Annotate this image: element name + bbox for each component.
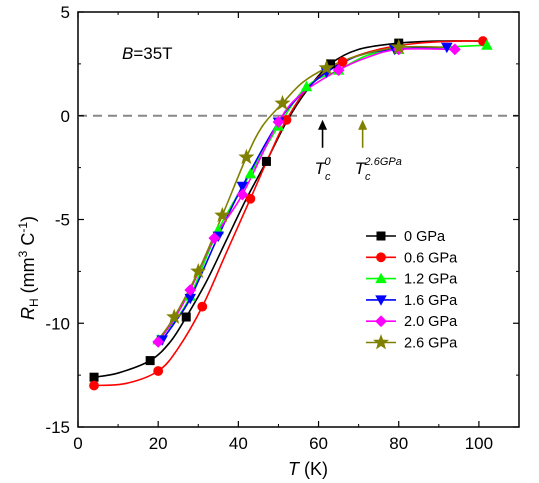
point-2-6-gpa xyxy=(390,38,407,55)
point-2-0-gpa xyxy=(272,116,285,128)
point-2-6-gpa xyxy=(166,308,183,324)
fit-curves xyxy=(93,40,487,387)
x-tick-label: 100 xyxy=(465,434,493,453)
y-tick-label: 0 xyxy=(61,107,70,126)
point-1-2-gpa xyxy=(244,167,257,179)
legend-marker xyxy=(375,315,387,328)
legend-marker xyxy=(376,231,386,241)
y-tick-label: -15 xyxy=(45,418,70,437)
legend: 0 GPa 0.6 GPa 1.2 GPa 1.6 GPa 2.0 GPa 2.6 GPa xyxy=(366,229,458,352)
point-1-6-gpa xyxy=(236,181,249,193)
series-line-0-gpa xyxy=(93,40,479,378)
point-2-6-gpa xyxy=(274,94,291,111)
point-0-6-gpa xyxy=(153,366,164,376)
field-annotation: B=35T xyxy=(122,44,173,63)
point-2-0-gpa xyxy=(448,43,461,56)
axis-ticks: 0 20 40 60 80 100 -15 -10 -5 0 5 xyxy=(45,3,519,453)
series-line-0-6-gpa xyxy=(93,40,483,387)
x-axis-label: T (K) xyxy=(288,459,328,479)
legend-label: 0 GPa xyxy=(404,229,446,245)
x-tick-label: 20 xyxy=(149,434,168,453)
x-tick-label: 60 xyxy=(309,434,328,453)
point-0-gpa xyxy=(181,312,191,322)
x-tick-label: 40 xyxy=(229,434,248,453)
tc-label: Tc0 xyxy=(315,156,332,183)
arrow-head xyxy=(358,119,368,130)
point-2-6-gpa xyxy=(190,262,207,279)
point-0-6-gpa xyxy=(337,56,348,67)
point-2-0-gpa xyxy=(152,336,165,348)
plot-frame xyxy=(77,11,520,428)
point-1-6-gpa xyxy=(441,42,453,54)
tc-arrow-0: Tc0 xyxy=(315,119,332,183)
legend-marker xyxy=(376,252,386,263)
arrow-head xyxy=(318,119,328,130)
point-0-6-gpa xyxy=(281,115,292,125)
legend-marker xyxy=(375,295,387,306)
point-2-6-gpa xyxy=(214,206,231,223)
y-axis-label: RH (mm3 C-1) xyxy=(16,216,41,320)
point-0-6-gpa xyxy=(89,380,99,391)
legend-marker xyxy=(372,334,390,350)
legend-item-2-0-gpa: 2.0 GPa xyxy=(366,314,458,330)
legend-item-0-gpa: 0 GPa xyxy=(366,229,446,245)
point-1-2-gpa xyxy=(481,39,493,50)
point-0-6-gpa xyxy=(197,301,208,312)
tc-arrows: Tc0 Tc2.6GPa xyxy=(315,119,402,183)
y-tick-label: 5 xyxy=(61,3,70,22)
point-2-0-gpa xyxy=(184,284,197,296)
data-markers xyxy=(89,36,493,391)
legend-item-1-2-gpa: 1.2 GPa xyxy=(366,272,458,288)
plot-area-border xyxy=(77,11,520,428)
legend-item-0-6-gpa: 0.6 GPa xyxy=(366,250,458,266)
legend-item-1-6-gpa: 1.6 GPa xyxy=(366,293,458,309)
point-0-gpa xyxy=(89,372,99,382)
legend-label: 1.2 GPa xyxy=(404,272,458,288)
y-tick-label: -5 xyxy=(55,211,70,230)
point-2-6-gpa xyxy=(318,59,335,75)
tc-label: Tc2.6GPa xyxy=(355,156,402,183)
legend-marker xyxy=(375,272,387,284)
tc-arrow-1: Tc2.6GPa xyxy=(355,119,402,183)
legend-item-2-6-gpa: 2.6 GPa xyxy=(366,334,458,352)
point-0-6-gpa xyxy=(245,193,256,204)
x-tick-label: 0 xyxy=(73,434,82,453)
point-0-gpa xyxy=(261,156,271,166)
legend-label: 2.0 GPa xyxy=(404,314,458,330)
point-2-0-gpa xyxy=(332,64,345,76)
x-tick-label: 80 xyxy=(389,434,408,453)
point-2-6-gpa xyxy=(238,148,255,165)
point-2-0-gpa xyxy=(208,232,221,245)
legend-label: 1.6 GPa xyxy=(404,293,458,309)
y-tick-label: -10 xyxy=(45,314,70,333)
point-0-gpa xyxy=(145,356,155,366)
point-2-0-gpa xyxy=(236,188,249,201)
legend-label: 0.6 GPa xyxy=(404,250,458,266)
point-1-2-gpa xyxy=(300,80,313,92)
legend-label: 2.6 GPa xyxy=(404,336,458,352)
